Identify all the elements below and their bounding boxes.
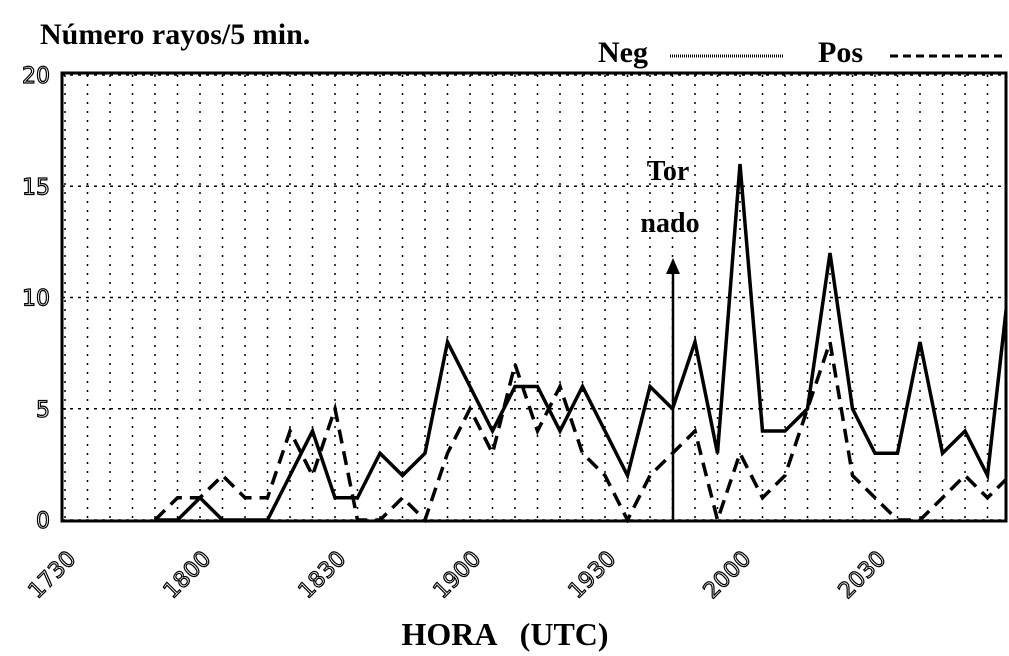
series-line bbox=[153, 341, 1007, 523]
x-tick-label: 1730 bbox=[24, 547, 81, 604]
y-tick-label: 0 bbox=[36, 509, 50, 534]
x-tick-label: 2000 bbox=[699, 547, 756, 604]
x-tick-label: 1830 bbox=[294, 547, 351, 604]
plot-frame bbox=[60, 71, 1008, 523]
y-tick-label: 5 bbox=[36, 398, 50, 423]
x-tick-label: 2030 bbox=[834, 547, 891, 604]
legend-label: Neg bbox=[598, 36, 648, 69]
legend-label: Pos bbox=[818, 36, 863, 69]
y-tick-label: 15 bbox=[22, 175, 50, 200]
y-tick-label: 20 bbox=[22, 64, 50, 89]
annotation: nado bbox=[640, 208, 699, 239]
x-axis-label: HORA (UTC) bbox=[401, 616, 608, 652]
arrow-head bbox=[666, 258, 680, 274]
y-tick-label: 10 bbox=[22, 287, 50, 312]
chart-title: Número rayos/5 min. bbox=[40, 18, 310, 51]
x-tick-label: 1930 bbox=[564, 547, 621, 604]
annotation: Tor bbox=[647, 156, 690, 187]
series-line bbox=[155, 163, 1007, 522]
x-tick-label: 1800 bbox=[159, 547, 216, 604]
x-tick-label: 1900 bbox=[429, 547, 486, 604]
plot-area bbox=[62, 74, 1007, 523]
